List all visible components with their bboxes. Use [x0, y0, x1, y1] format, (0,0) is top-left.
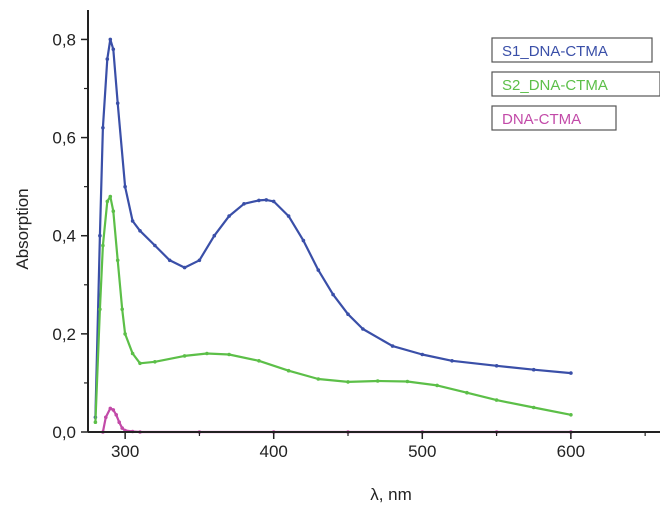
data-point — [205, 351, 209, 356]
data-point — [108, 194, 113, 199]
y-axis-title: Absorption — [13, 188, 32, 269]
series-points-2 — [93, 194, 573, 425]
data-point — [108, 406, 113, 411]
data-point — [346, 312, 350, 317]
plot-area — [93, 37, 573, 434]
data-point — [531, 405, 536, 410]
data-point — [114, 413, 118, 417]
data-point — [130, 219, 135, 223]
data-point — [182, 265, 187, 270]
series-line-1 — [94, 38, 572, 419]
data-point — [569, 371, 573, 375]
data-point — [569, 413, 573, 417]
series-line-3 — [101, 407, 572, 434]
x-axis-title: λ, nm — [370, 485, 412, 504]
data-point — [316, 268, 321, 272]
legend-box — [491, 37, 653, 63]
legend-label: DNA-CTMA — [502, 111, 581, 128]
data-point — [153, 360, 157, 364]
data-point — [123, 184, 127, 189]
data-point — [108, 37, 113, 42]
legend-box — [491, 71, 660, 97]
data-point — [405, 379, 410, 384]
y-tick-label: 0,4 — [52, 227, 76, 246]
data-point — [375, 379, 380, 383]
series-points-3 — [101, 406, 573, 434]
data-point — [138, 361, 142, 366]
data-point — [450, 359, 454, 363]
x-tick-label: 400 — [260, 442, 288, 461]
data-point — [271, 199, 276, 204]
data-point — [123, 332, 127, 336]
data-point — [101, 243, 105, 248]
data-point — [105, 57, 110, 61]
series-points-1 — [93, 37, 573, 420]
data-point — [331, 292, 335, 297]
x-tick-label: 600 — [557, 442, 585, 461]
axes: 300 400 500 600 0,0 0,2 0,4 0,6 0,8 — [52, 10, 660, 461]
data-point — [120, 426, 124, 430]
data-point — [264, 198, 269, 202]
data-point — [197, 258, 202, 263]
data-point — [361, 327, 365, 331]
data-point — [130, 351, 135, 356]
data-point — [257, 359, 261, 363]
data-point — [153, 243, 157, 248]
data-point — [111, 209, 116, 213]
data-point — [286, 368, 291, 373]
data-point — [98, 233, 102, 238]
x-tick-label: 500 — [408, 442, 436, 461]
data-point — [531, 367, 536, 372]
data-point — [390, 344, 395, 348]
x-tick-label: 300 — [111, 442, 139, 461]
y-tick-label: 0,8 — [52, 30, 76, 49]
data-point — [98, 307, 102, 312]
data-point — [120, 307, 124, 312]
data-point — [138, 229, 142, 233]
data-point — [115, 258, 120, 263]
data-point — [257, 198, 261, 203]
data-point — [316, 377, 321, 381]
legend: S1_DNA-CTMA S2_DNA-CTMA DNA-CTMA — [491, 37, 660, 131]
y-tick-label: 0,6 — [52, 129, 76, 148]
data-point — [494, 364, 499, 368]
series-line-2 — [94, 195, 572, 424]
data-point — [301, 238, 306, 243]
data-point — [101, 126, 105, 130]
legend-box — [491, 105, 617, 131]
data-point — [435, 383, 439, 388]
data-point — [420, 352, 425, 357]
data-point — [227, 214, 231, 218]
data-point — [117, 420, 121, 425]
data-point — [242, 202, 246, 206]
data-point — [286, 214, 291, 218]
data-point — [111, 47, 116, 52]
data-point — [104, 415, 108, 420]
data-point — [465, 390, 469, 395]
data-point — [115, 101, 120, 105]
y-tick-label: 0,0 — [52, 423, 76, 442]
data-point — [93, 420, 98, 425]
data-point — [167, 258, 172, 263]
data-point — [182, 354, 187, 358]
data-point — [346, 380, 350, 384]
data-point — [111, 408, 116, 412]
data-point — [105, 199, 110, 204]
data-point — [212, 233, 217, 238]
data-point — [494, 398, 499, 402]
legend-label: S1_DNA-CTMA — [502, 43, 608, 60]
data-point — [227, 352, 231, 357]
legend-label: S2_DNA-CTMA — [502, 77, 608, 94]
y-tick-label: 0,2 — [52, 325, 76, 344]
